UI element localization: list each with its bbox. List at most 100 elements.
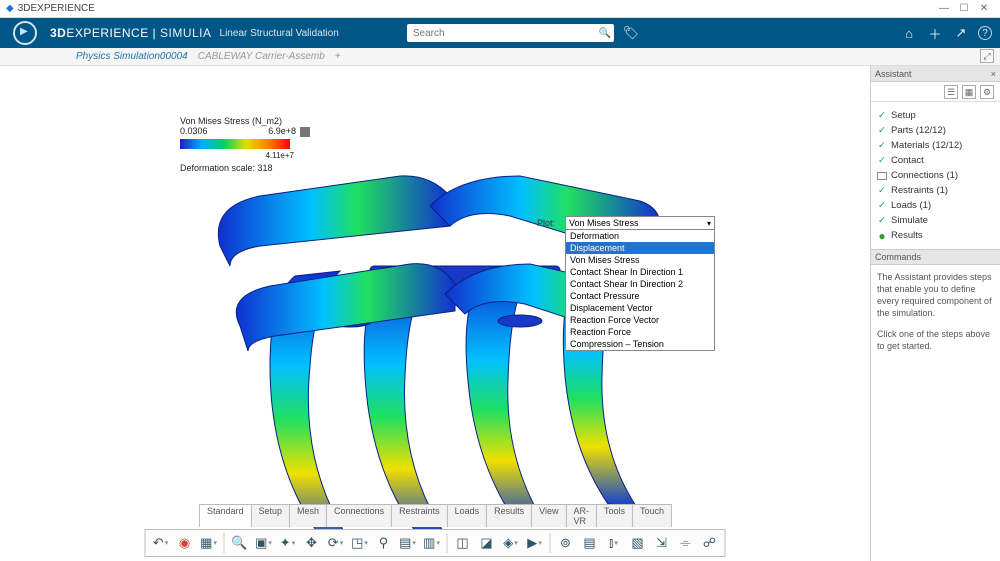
commands-text-2: Click one of the steps above to get star… (877, 328, 994, 352)
add-icon[interactable]: ＋ (926, 24, 944, 43)
bottom-tab[interactable]: Standard (199, 504, 252, 527)
pan-icon: ✥ (306, 535, 317, 551)
toolbar-camera-button[interactable]: ⌯ (675, 532, 697, 554)
toolbar-clip-button[interactable]: ▥▾ (421, 532, 443, 554)
toolbar-people-button[interactable]: ☍ (699, 532, 721, 554)
plot-option[interactable]: Reaction Force (566, 326, 714, 338)
plot-option[interactable]: Contact Shear In Direction 2 (566, 278, 714, 290)
assistant-settings-icon[interactable]: ⚙ (980, 85, 994, 99)
chevron-down-icon: ▾ (412, 539, 416, 547)
chevron-down-icon: ▾ (165, 539, 169, 547)
window-close-button[interactable]: ✕ (974, 3, 994, 14)
toolbar-sensor-button[interactable]: ⊚ (555, 532, 577, 554)
plot-option[interactable]: Von Mises Stress (566, 254, 714, 266)
toolbar-ground-button[interactable]: ⚲ (373, 532, 395, 554)
toolbar-axes-button[interactable]: ✦▾ (277, 532, 299, 554)
toolbar-probe-button[interactable]: ◈▾ (500, 532, 522, 554)
view-toolbar[interactable]: ↶▾◉▦▾ 🔍▣▾✦▾ ✥ ⟳▾◳▾⚲▤▾▥▾ ◫◪◈▾▶▾ ⊚ ▤⫾▾ ▧ ⇲ ⌯ ☍ (145, 529, 726, 557)
toolbar-anim-button[interactable]: ▶▾ (524, 532, 546, 554)
check-icon: ✓ (877, 110, 887, 121)
bottom-tabstrip[interactable]: StandardSetupMeshConnectionsRestraintsLo… (199, 504, 671, 527)
legend-title: Von Mises Stress (N_m2) (180, 116, 310, 126)
assistant-view-grid-icon[interactable]: ▦ (962, 85, 976, 99)
toolbar-undo-button[interactable]: ↶▾ (150, 532, 172, 554)
plot-option[interactable]: Reaction Force Vector (566, 314, 714, 326)
assistant-step-label: Parts (12/12) (891, 125, 946, 136)
doc-tab-add[interactable]: + (335, 51, 341, 62)
assistant-step[interactable]: ✓Loads (1) (877, 198, 994, 213)
plot-option[interactable]: Contact Pressure (566, 290, 714, 302)
assistant-step[interactable]: ✓Contact (877, 153, 994, 168)
brand-sub: SIMULIA (160, 26, 212, 40)
app-icon: ◆ (6, 3, 14, 14)
toolbar-report-button[interactable]: ▤ (579, 532, 601, 554)
toolbar-section-button[interactable]: ▧ (627, 532, 649, 554)
plot-option[interactable]: Compression – Tension (566, 338, 714, 350)
bottom-tab[interactable]: Connections (326, 504, 392, 527)
plot-dropdown[interactable]: Plot: Von Mises Stress ▾ DeformationDisp… (565, 216, 715, 351)
bottom-tab[interactable]: Setup (250, 504, 290, 527)
window-maximize-button[interactable]: ☐ (954, 3, 974, 14)
compass-icon[interactable] (8, 20, 42, 46)
toolbar-separator (447, 533, 448, 553)
tag-icon[interactable]: 🏷 (622, 25, 640, 41)
assistant-step[interactable]: ✓Setup (877, 108, 994, 123)
brand-prefix: 3D (50, 26, 66, 40)
toolbar-pan-button[interactable]: ✥ (301, 532, 323, 554)
share-icon[interactable]: ↗ (952, 25, 970, 41)
section-icon: ▧ (631, 535, 643, 551)
viewport-3d[interactable]: Von Mises Stress (N_m2) 0.0306 6.9e+8 4.… (0, 66, 870, 561)
toolbar-zoom-fit-button[interactable]: 🔍 (229, 532, 251, 554)
assistant-view-icons: ☰ ▦ ⚙ (871, 82, 1000, 102)
document-tabs: Physics Simulation00004 CABLEWAY Carrier… (0, 48, 1000, 66)
assistant-close-button[interactable]: × (991, 69, 996, 79)
sensor-icon: ⊚ (560, 535, 571, 551)
check-icon: ✓ (877, 155, 887, 166)
doc-tab-secondary[interactable]: CABLEWAY Carrier-Assemb (198, 51, 325, 62)
plot-option-list[interactable]: DeformationDisplacementVon Mises StressC… (565, 229, 715, 351)
bottom-tab[interactable]: Touch (632, 504, 672, 527)
toolbar-result-a-button[interactable]: ◫ (452, 532, 474, 554)
chevron-down-icon: ▾ (268, 539, 272, 547)
bottom-tab[interactable]: Results (486, 504, 532, 527)
restore-panels-button[interactable]: ⤢ (980, 49, 994, 63)
home-icon[interactable]: ⌂ (900, 26, 918, 41)
assistant-step[interactable]: ✓Restraints (1) (877, 183, 994, 198)
plot-option[interactable]: Displacement Vector (566, 302, 714, 314)
plot-option[interactable]: Contact Shear In Direction 1 (566, 266, 714, 278)
assistant-view-list-icon[interactable]: ☰ (944, 85, 958, 99)
search-input[interactable] (407, 24, 597, 42)
assistant-step[interactable]: ✓Simulate (877, 213, 994, 228)
bottom-tab[interactable]: Restraints (391, 504, 448, 527)
toolbar-export-button[interactable]: ⇲ (651, 532, 673, 554)
assistant-step[interactable]: ✓Materials (12/12) (877, 138, 994, 153)
toolbar-cube-sim-button[interactable]: ◉ (174, 532, 196, 554)
toolbar-normal-button[interactable]: ◳▾ (349, 532, 371, 554)
app-header: 3DEXPERIENCE | SIMULIA Linear Structural… (0, 18, 1000, 48)
window-minimize-button[interactable]: — (934, 3, 954, 14)
check-icon: ✓ (877, 185, 887, 196)
bottom-tab[interactable]: AR-VR (566, 504, 598, 527)
toolbar-box-iso-button[interactable]: ▣▾ (253, 532, 275, 554)
help-icon[interactable]: ? (978, 26, 992, 40)
doc-tab-active[interactable]: Physics Simulation00004 (76, 51, 188, 62)
toolbar-result-b-button[interactable]: ◪ (476, 532, 498, 554)
toolbar-shade-button[interactable]: ▤▾ (397, 532, 419, 554)
plot-option[interactable]: Displacement (566, 242, 714, 254)
bottom-tab[interactable]: Tools (596, 504, 633, 527)
assistant-step[interactable]: ●Results (877, 228, 994, 243)
search-button[interactable]: 🔍 (596, 24, 614, 42)
assistant-step[interactable]: ✓Parts (12/12) (877, 123, 994, 138)
bottom-tab[interactable]: Loads (447, 504, 488, 527)
bottom-tab[interactable]: Mesh (289, 504, 327, 527)
toolbar-rotate-button[interactable]: ⟳▾ (325, 532, 347, 554)
plot-option[interactable]: Deformation (566, 230, 714, 242)
camera-icon: ⌯ (680, 535, 690, 551)
assistant-title: Assistant (875, 69, 912, 79)
toolbar-chart-button[interactable]: ⫾▾ (603, 532, 625, 554)
toolbar-grid-button[interactable]: ▦▾ (198, 532, 220, 554)
toolbar-separator (224, 533, 225, 553)
assistant-step[interactable]: Connections (1) (877, 168, 994, 183)
assistant-step-label: Connections (1) (891, 170, 958, 181)
bottom-tab[interactable]: View (531, 504, 566, 527)
